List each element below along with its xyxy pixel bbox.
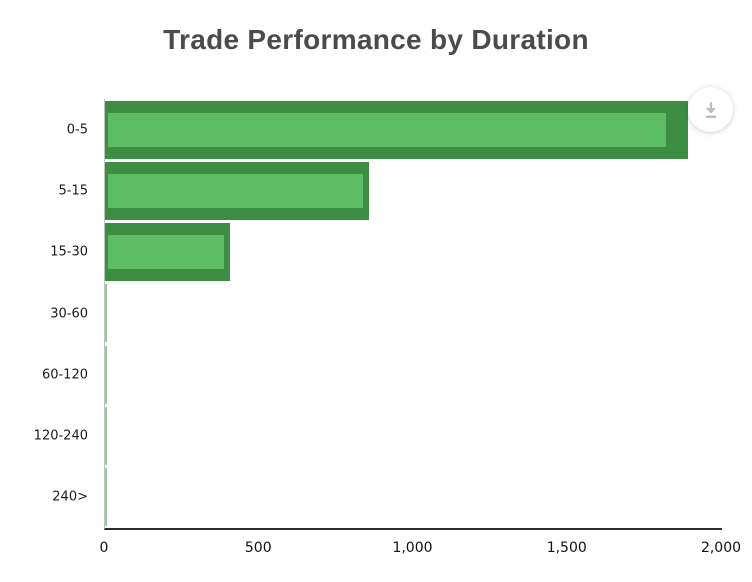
y-axis-label: 15-30 (50, 244, 88, 260)
y-axis-labels: 0-5 5-15 15-30 30-60 60-120 120-240 240> (0, 99, 96, 528)
bar[interactable] (105, 161, 369, 220)
bar-row (105, 405, 722, 466)
x-axis-labels: 0 500 1,000 1,500 2,000 (100, 540, 742, 562)
bar-row (105, 467, 722, 528)
bar[interactable] (105, 223, 230, 282)
bar[interactable] (105, 100, 689, 159)
y-axis-label: 5-15 (58, 183, 88, 199)
x-axis-tick-label: 1,000 (392, 540, 433, 556)
y-axis-label: 60-120 (41, 367, 88, 383)
y-axis-label: 120-240 (33, 428, 88, 444)
bar-row (105, 283, 722, 344)
y-axis-label: 240> (52, 489, 88, 505)
bar-zero (105, 468, 107, 527)
y-axis-label: 30-60 (50, 306, 88, 321)
bar-zero (105, 284, 107, 343)
chart-title: Trade Performance by Duration (163, 24, 589, 55)
x-axis-tick-label: 500 (244, 540, 272, 556)
bar-row (105, 344, 722, 405)
download-icon (705, 101, 716, 118)
x-axis-tick-label: 0 (99, 540, 109, 556)
bar-row (105, 99, 722, 160)
bar-fill (108, 112, 667, 147)
x-axis-tick-label: 2,000 (700, 540, 742, 556)
bar-row (105, 222, 722, 283)
y-axis-label: 0-5 (66, 122, 88, 138)
download-button[interactable] (688, 87, 733, 132)
bar-fill (108, 235, 224, 270)
bar-fill (108, 173, 363, 208)
bar-zero (105, 407, 107, 466)
plot-area (104, 99, 722, 530)
x-axis-tick-label: 1,500 (546, 540, 587, 556)
bar-zero (105, 345, 107, 404)
bar-row (105, 160, 722, 221)
